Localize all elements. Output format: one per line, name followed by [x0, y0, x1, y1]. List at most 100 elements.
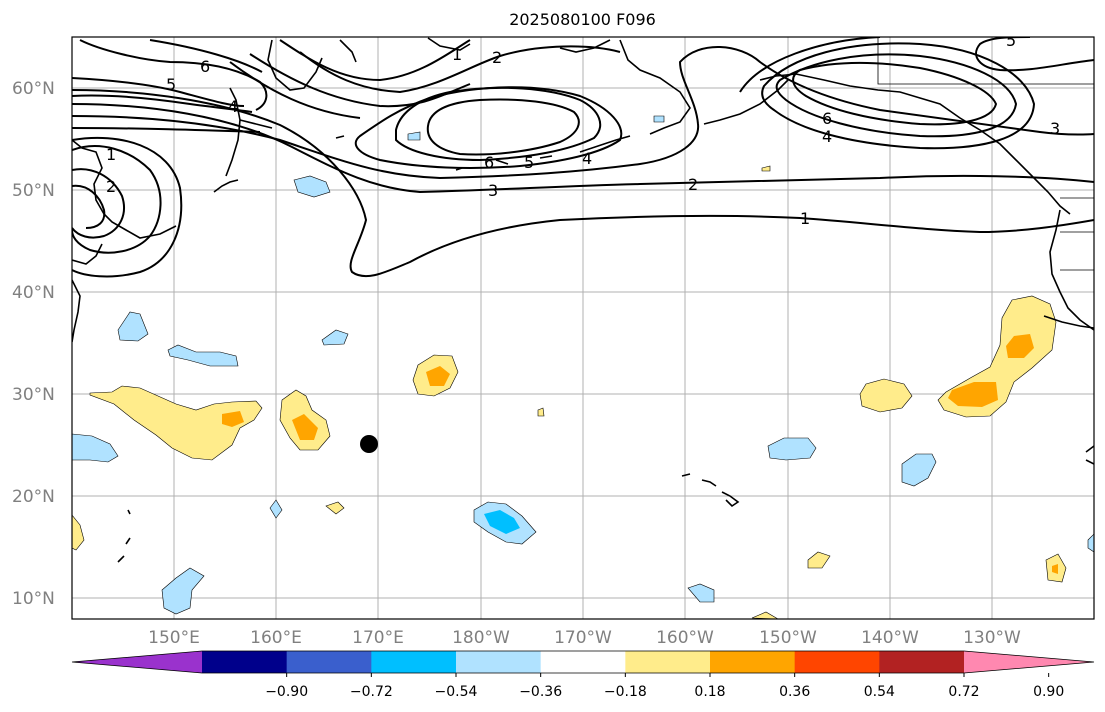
colorbar-extend-max: [964, 651, 1094, 673]
warm-core: [948, 382, 998, 407]
contour-label: 4: [228, 97, 238, 116]
longitude-labels: 150°E 160°E 170°E 180°W 170°W 160°W 150°…: [148, 628, 1021, 648]
colorbar-segment: [879, 651, 965, 673]
warm-anomaly: [72, 514, 85, 551]
warm-anomaly: [537, 407, 545, 417]
contour-top4: [229, 61, 361, 119]
contour-label: 6: [822, 109, 832, 128]
contour-left-low: [72, 145, 162, 254]
warm-anomaly: [89, 385, 263, 461]
warm-core: [292, 414, 318, 440]
map-frame: [71, 36, 1095, 620]
cold-anomaly: [901, 453, 937, 487]
contour-left-big: [72, 136, 183, 278]
colorbar-segment: [794, 651, 880, 673]
lat-label: 60°N: [12, 79, 55, 99]
contour-label: 6: [200, 57, 210, 76]
lat-label: 20°N: [12, 487, 55, 507]
lon-label: 150°W: [759, 628, 817, 648]
contour-ne: [792, 61, 998, 126]
cold-anomaly: [687, 583, 715, 603]
cold-anomaly: [72, 433, 119, 463]
cold-core: [484, 510, 520, 534]
contour-ne2: [775, 53, 1018, 138]
contour-ne4: [739, 37, 881, 93]
colorbar-outline: [71, 650, 1095, 674]
cold-anomaly: [293, 175, 331, 198]
boundaries: [877, 37, 1094, 271]
contour-label: 1: [106, 145, 116, 164]
cold-anomaly: [167, 344, 239, 367]
contour-label: 2: [492, 48, 502, 67]
storm-point-marker: [360, 435, 378, 453]
lon-label: 140°W: [861, 628, 919, 648]
colorbar-tick-label: −0.72: [350, 684, 393, 700]
cold-anomaly: [117, 311, 149, 342]
colorbar-tick-label: −0.18: [604, 684, 647, 700]
lat-label: 30°N: [12, 385, 55, 405]
colorbar-tick-label: 0.72: [948, 684, 979, 700]
colorbar-tick-label: 0.90: [1033, 684, 1064, 700]
contour-ne3: [761, 42, 1036, 150]
lon-label: 160°E: [250, 628, 302, 648]
colorbar-tick-label: −0.36: [519, 684, 562, 700]
contour-nw4: [149, 39, 263, 73]
contour-labels: 1 2 6 5 4 1 2 6 5 4 3 2 1 6 4 5 3: [106, 31, 1060, 228]
cold-anomaly: [269, 499, 283, 519]
colorbar-tick-label: 0.54: [864, 684, 895, 700]
lon-label: 130°W: [963, 628, 1021, 648]
colorbar-segment: [540, 651, 626, 673]
contour-label: 4: [582, 149, 592, 168]
contour-label: 5: [1006, 31, 1016, 50]
lon-label: 170°E: [352, 628, 404, 648]
contour-label: 5: [166, 75, 176, 94]
colorbar-segment: [710, 651, 796, 673]
cold-anomaly: [1087, 533, 1094, 553]
lat-label: 50°N: [12, 181, 55, 201]
contour-label: 3: [488, 181, 498, 200]
contour-1: [72, 89, 1094, 278]
contour-label: 6: [484, 153, 494, 172]
colorbar: [71, 650, 1095, 674]
cold-anomaly: [321, 329, 349, 346]
contour-label: 5: [524, 153, 534, 172]
contour-left-low3: [72, 184, 106, 229]
colorbar-segment: [202, 651, 288, 673]
colorbar-segment: [456, 651, 542, 673]
colorbar-segment: [625, 651, 711, 673]
contour-label: 4: [822, 127, 832, 146]
warm-core: [1052, 564, 1058, 574]
map-title: 2025080100 F096: [509, 10, 656, 29]
warm-core: [222, 411, 244, 427]
warm-anomaly: [859, 378, 913, 413]
colorbar-tick-label: 0.36: [779, 684, 810, 700]
warm-anomaly: [761, 165, 771, 172]
contour-nw2: [72, 77, 245, 107]
contour-nw3: [72, 94, 253, 113]
map-content: 1 2 6 5 4 1 2 6 5 4 3 2 1 6 4 5 3: [72, 31, 1094, 619]
contour-3: [72, 46, 1094, 180]
contour-ne5: [975, 37, 1094, 72]
coastlines: [72, 37, 1094, 563]
contour-label: 3: [1050, 119, 1060, 138]
warm-anomaly: [325, 501, 345, 515]
cold-anomaly: [767, 437, 817, 461]
contour-label: 2: [688, 175, 698, 194]
cold-anomaly: [407, 131, 421, 141]
contours: [72, 37, 1094, 278]
lat-label: 10°N: [12, 589, 55, 609]
colorbar-segment: [371, 651, 457, 673]
lon-label: 150°E: [148, 628, 200, 648]
lon-label: 160°W: [656, 628, 714, 648]
warm-core: [426, 366, 450, 386]
colorbar-tick-labels: −0.90 −0.72 −0.54 −0.36 −0.18 0.18 0.36 0.54 0.7…: [265, 673, 1064, 700]
contour-label: 1: [800, 209, 810, 228]
colorbar-tick-label: −0.54: [435, 684, 478, 700]
lon-label: 170°W: [554, 628, 612, 648]
gridlines: [72, 37, 1094, 619]
colorbar-tick-label: 0.18: [694, 684, 725, 700]
latitude-labels: 60°N 50°N 40°N 30°N 20°N 10°N: [12, 79, 55, 609]
warm-anomaly: [807, 551, 831, 569]
colorbar-extend-min: [72, 651, 202, 673]
